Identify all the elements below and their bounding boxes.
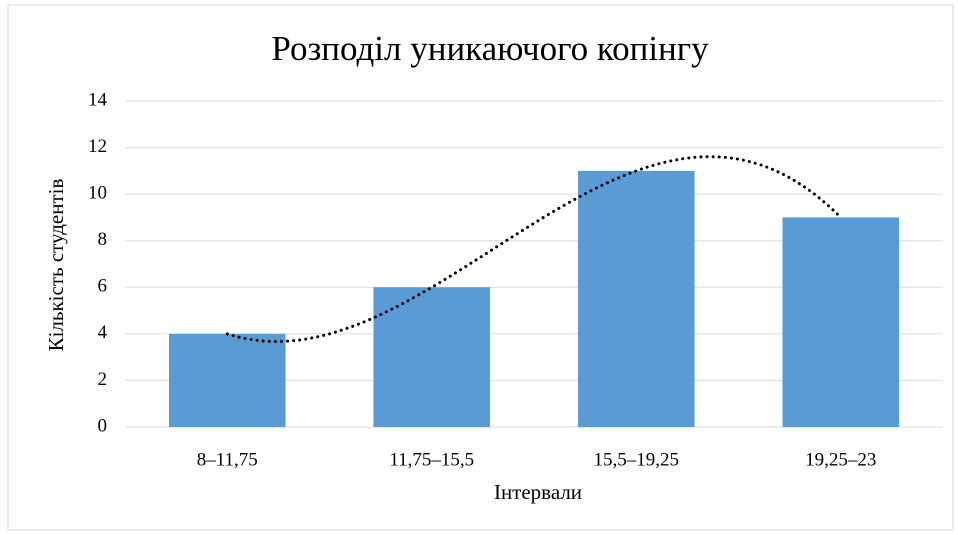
x-axis-label: Інтервали <box>494 480 582 504</box>
bar <box>577 170 695 427</box>
y-tick-label: 2 <box>98 369 108 390</box>
y-tick-label: 0 <box>98 415 108 436</box>
y-tick-label: 6 <box>98 276 108 297</box>
x-tick-label: 19,25–23 <box>805 449 876 470</box>
bar <box>782 217 900 427</box>
y-axis-label: Кількість студентів <box>44 179 68 352</box>
x-tick-label: 15,5–19,25 <box>594 449 680 470</box>
y-tick-label: 8 <box>98 229 108 250</box>
y-tick-label: 10 <box>88 183 107 204</box>
x-tick-label: 11,75–15,5 <box>389 449 474 470</box>
x-tick-label: 8–11,75 <box>197 449 258 470</box>
y-tick-label: 14 <box>88 89 108 110</box>
y-tick-label: 4 <box>98 322 108 343</box>
chart-title: Розподіл уникаючого копінгу <box>271 29 709 68</box>
bar <box>373 287 491 427</box>
y-tick-label: 12 <box>88 136 107 157</box>
trendline <box>225 155 843 343</box>
bar <box>168 333 286 427</box>
